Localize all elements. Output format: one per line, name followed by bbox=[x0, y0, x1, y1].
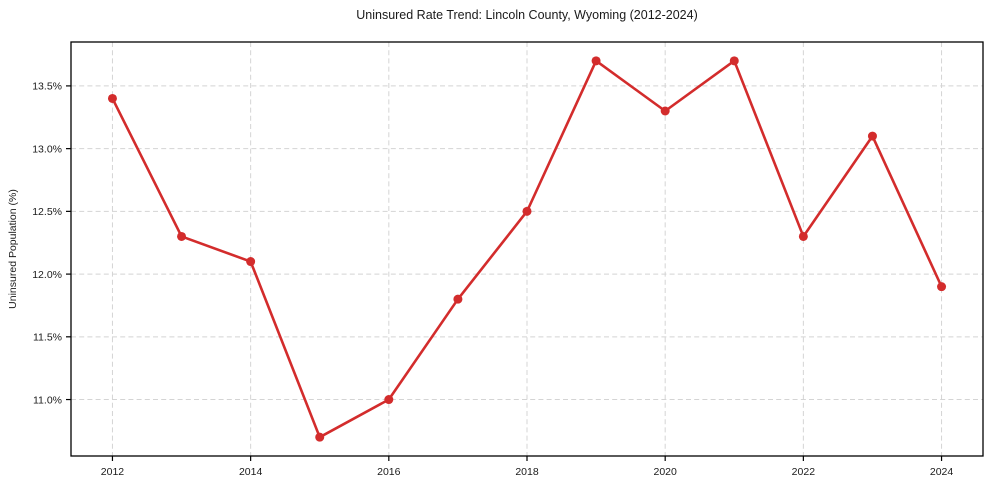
y-tick-label: 12.5% bbox=[32, 206, 62, 218]
y-tick-label: 12.0% bbox=[32, 269, 62, 281]
data-point bbox=[177, 231, 187, 241]
x-tick-label: 2012 bbox=[101, 466, 125, 478]
data-point bbox=[591, 56, 601, 66]
data-point bbox=[522, 206, 532, 216]
data-point bbox=[729, 56, 739, 66]
y-tick-label: 11.0% bbox=[33, 394, 62, 406]
tick-marks bbox=[66, 85, 943, 461]
x-tick-label: 2022 bbox=[792, 466, 816, 478]
grid-lines bbox=[71, 42, 983, 456]
y-tick-label: 13.5% bbox=[32, 81, 62, 93]
data-point bbox=[937, 282, 947, 292]
data-point bbox=[246, 257, 256, 267]
x-tick-label: 2014 bbox=[239, 466, 263, 478]
data-point bbox=[798, 231, 808, 241]
chart-title: Uninsured Rate Trend: Lincoln County, Wy… bbox=[356, 8, 698, 22]
data-point bbox=[867, 131, 877, 141]
x-tick-label: 2018 bbox=[515, 466, 539, 478]
x-tick-label: 2024 bbox=[930, 466, 954, 478]
data-point bbox=[107, 93, 117, 103]
data-point bbox=[660, 106, 670, 116]
x-tick-label: 2016 bbox=[377, 466, 401, 478]
y-tick-label: 13.0% bbox=[32, 143, 62, 155]
x-tick-label: 2020 bbox=[654, 466, 678, 478]
data-point bbox=[315, 432, 325, 442]
y-tick-label: 11.5% bbox=[33, 332, 62, 344]
data-point bbox=[453, 294, 463, 304]
data-point bbox=[384, 395, 394, 405]
